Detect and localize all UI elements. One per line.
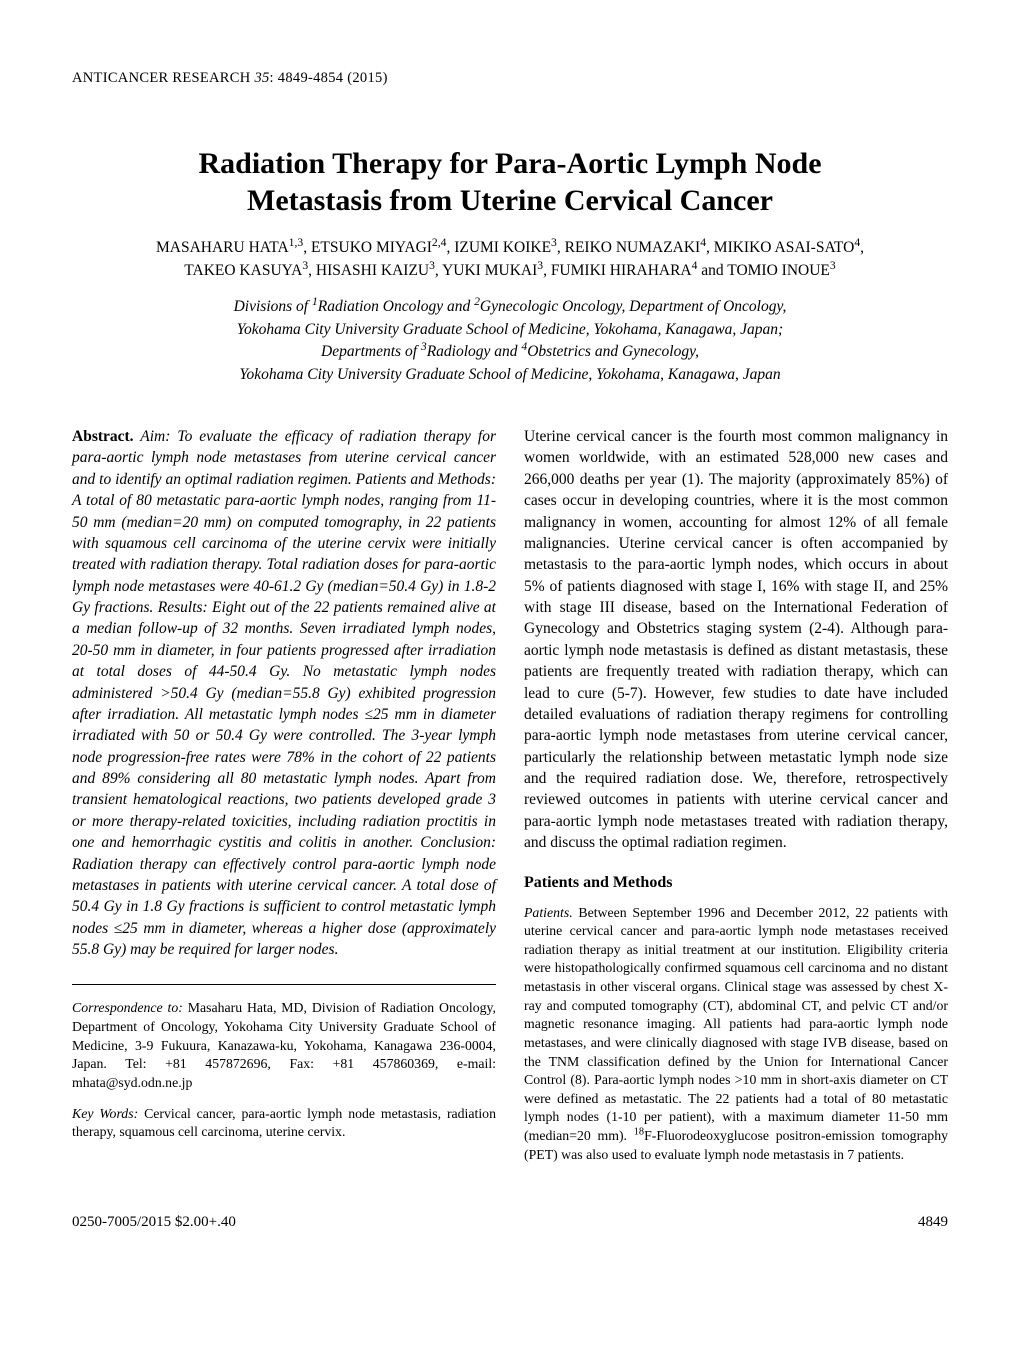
divider-rule <box>72 984 496 985</box>
author: , MIKIKO ASAI-SATO <box>706 239 854 256</box>
journal-name: ANTICANCER RESEARCH <box>72 70 254 86</box>
author: , REIKO NUMAZAKI <box>557 239 700 256</box>
methods-paragraph: Patients. Between September 1996 and Dec… <box>524 904 948 1165</box>
affil-sup: 3 <box>830 259 836 272</box>
title-line-2: Metastasis from Uterine Cervical Cancer <box>247 184 773 217</box>
affiliations-block: Divisions of 1Radiation Oncology and 2Gy… <box>72 296 948 386</box>
affil-sup: 1,3 <box>289 236 304 249</box>
correspondence: Correspondence to: Masaharu Hata, MD, Di… <box>72 999 496 1092</box>
author: , YUKI MUKAI <box>435 262 537 279</box>
author: MASAHARU HATA <box>156 239 289 256</box>
author: TAKEO KASUYA <box>184 262 302 279</box>
footer-left: 0250-7005/2015 $2.00+.40 <box>72 1212 236 1233</box>
methods-text: Between September 1996 and December 2012… <box>524 905 948 1144</box>
affil-text: Yokohama City University Graduate School… <box>237 321 783 338</box>
running-head: ANTICANCER RESEARCH 35: 4849-4854 (2015) <box>72 68 948 88</box>
title-line-1: Radiation Therapy for Para-Aortic Lymph … <box>198 147 821 180</box>
keywords-label: Key Words: <box>72 1106 144 1121</box>
author: , HISASHI KAIZU <box>308 262 429 279</box>
abstract: Abstract. Aim: To evaluate the efficacy … <box>72 426 496 960</box>
affil-text: Divisions of <box>234 298 312 315</box>
correspondence-label: Correspondence to: <box>72 1000 188 1015</box>
body-columns: Abstract. Aim: To evaluate the efficacy … <box>72 426 948 1164</box>
keywords: Key Words: Cervical cancer, para-aortic … <box>72 1105 496 1142</box>
page-footer: 0250-7005/2015 $2.00+.40 4849 <box>72 1212 948 1233</box>
footer-page-number: 4849 <box>918 1212 948 1233</box>
author: , FUMIKI HIRAHARA <box>543 262 692 279</box>
affil-sup: 2,4 <box>432 236 447 249</box>
author-sep: , <box>860 239 864 256</box>
authors-block: MASAHARU HATA1,3, ETSUKO MIYAGI2,4, IZUM… <box>72 237 948 282</box>
section-heading-patients-methods: Patients and Methods <box>524 872 948 894</box>
intro-paragraph: Uterine cervical cancer is the fourth mo… <box>524 426 948 854</box>
author: and TOMIO INOUE <box>697 262 829 279</box>
author: , ETSUKO MIYAGI <box>303 239 432 256</box>
journal-volume: 35 <box>254 70 269 86</box>
article-title: Radiation Therapy for Para-Aortic Lymph … <box>72 146 948 219</box>
affil-text: Gynecologic Oncology, Department of Onco… <box>480 298 786 315</box>
abstract-label: Abstract. <box>72 428 134 445</box>
author: , IZUMI KOIKE <box>446 239 551 256</box>
isotope-sup: 18 <box>634 1126 644 1137</box>
affil-text: Radiation Oncology and <box>318 298 474 315</box>
methods-sublabel: Patients. <box>524 905 573 920</box>
affil-text: Departments of <box>321 343 421 360</box>
affil-text: Radiology and <box>427 343 522 360</box>
journal-pages: : 4849-4854 (2015) <box>270 70 388 86</box>
affil-text: Obstetrics and Gynecology, <box>527 343 699 360</box>
affil-text: Yokohama City University Graduate School… <box>239 366 780 383</box>
abstract-text: Aim: To evaluate the efficacy of radiati… <box>72 428 496 958</box>
